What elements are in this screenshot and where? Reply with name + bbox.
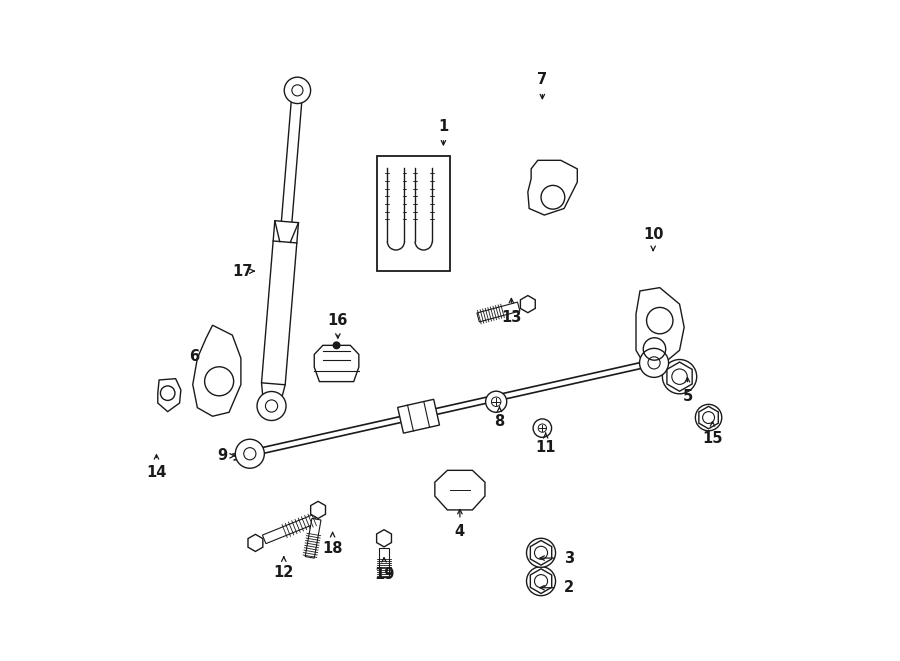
Polygon shape — [398, 399, 439, 433]
Circle shape — [486, 391, 507, 412]
Polygon shape — [310, 501, 326, 518]
Polygon shape — [520, 295, 536, 313]
Circle shape — [533, 419, 552, 438]
Circle shape — [284, 77, 310, 104]
Text: 14: 14 — [147, 465, 166, 480]
Circle shape — [526, 566, 555, 596]
Circle shape — [696, 405, 722, 431]
Text: 8: 8 — [494, 414, 505, 429]
Text: 18: 18 — [322, 541, 343, 556]
Text: 11: 11 — [536, 440, 556, 455]
Polygon shape — [263, 514, 317, 543]
Polygon shape — [314, 345, 359, 381]
Text: 7: 7 — [537, 72, 547, 87]
Text: 1: 1 — [438, 118, 448, 134]
Polygon shape — [262, 221, 299, 385]
Text: 16: 16 — [328, 313, 348, 328]
Text: 2: 2 — [563, 580, 574, 596]
Bar — [377, 156, 450, 271]
Text: 13: 13 — [501, 310, 521, 325]
Polygon shape — [305, 518, 321, 558]
Polygon shape — [435, 471, 485, 510]
Polygon shape — [527, 161, 577, 215]
Text: 12: 12 — [274, 565, 294, 580]
Text: 5: 5 — [682, 389, 693, 404]
Text: 9: 9 — [218, 448, 228, 463]
Text: 17: 17 — [232, 264, 252, 279]
Polygon shape — [248, 534, 263, 551]
Text: 19: 19 — [374, 567, 394, 582]
Circle shape — [526, 538, 555, 567]
Text: 3: 3 — [563, 551, 574, 566]
Text: 10: 10 — [643, 227, 663, 243]
Circle shape — [257, 391, 286, 420]
Text: 6: 6 — [189, 350, 199, 364]
Circle shape — [662, 360, 697, 394]
Circle shape — [333, 342, 340, 348]
Text: 15: 15 — [702, 430, 723, 446]
Polygon shape — [636, 288, 684, 367]
Circle shape — [640, 348, 669, 377]
Circle shape — [235, 439, 265, 468]
Polygon shape — [376, 529, 392, 547]
Polygon shape — [193, 325, 241, 416]
Polygon shape — [380, 548, 389, 576]
Polygon shape — [158, 379, 181, 412]
Polygon shape — [477, 302, 520, 322]
Text: 4: 4 — [454, 524, 465, 539]
